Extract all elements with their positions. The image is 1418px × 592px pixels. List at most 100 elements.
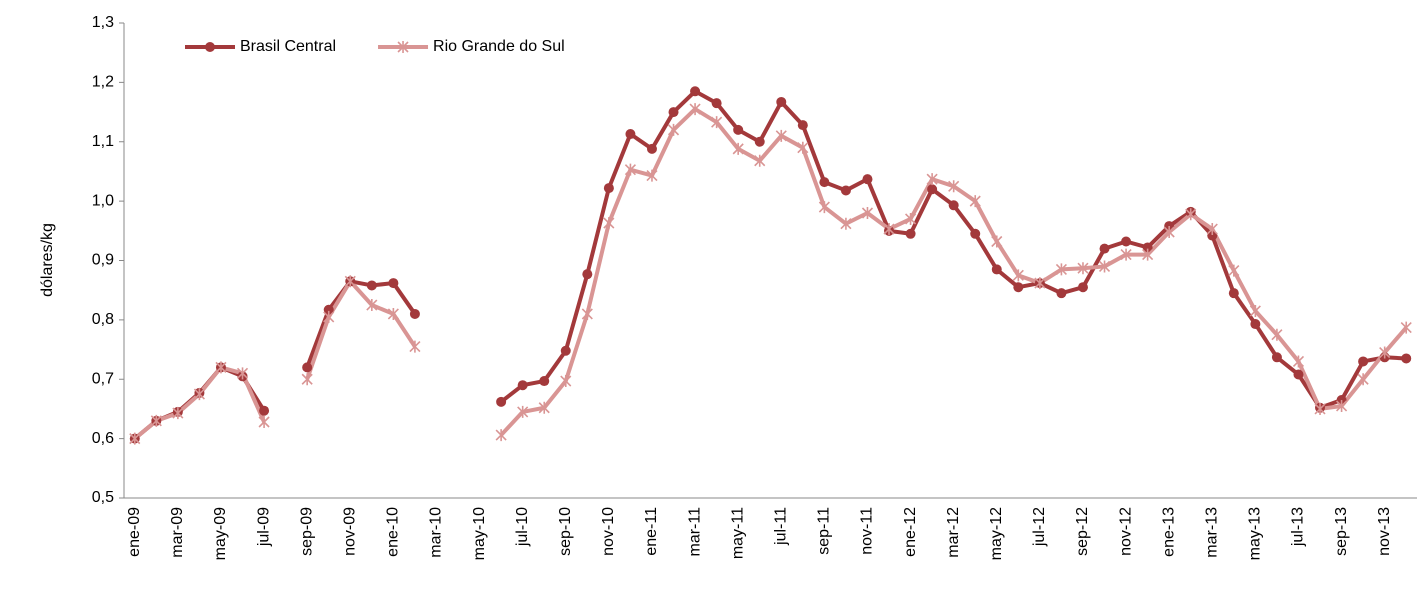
point — [711, 98, 722, 109]
point — [323, 304, 334, 315]
x-tick-label: may-10 — [471, 507, 488, 560]
y-tick-label: 1,0 — [92, 192, 114, 209]
y-tick-label: 1,3 — [92, 14, 114, 31]
y-tick-label: 0,8 — [92, 311, 114, 328]
point — [668, 107, 679, 118]
point — [690, 86, 701, 97]
point — [1098, 260, 1111, 273]
point — [215, 361, 227, 374]
point — [991, 235, 1003, 248]
point — [1401, 353, 1412, 364]
x-tick-label: sep-10 — [557, 507, 574, 556]
y-axis-label: dólares/kg — [39, 223, 56, 297]
point — [603, 183, 614, 194]
point — [1358, 356, 1369, 367]
point — [819, 177, 830, 188]
point — [1228, 288, 1239, 299]
point — [754, 136, 765, 147]
point — [344, 275, 356, 288]
point — [259, 405, 270, 416]
x-tick-label: may-11 — [729, 507, 746, 559]
point — [948, 200, 959, 211]
point — [1142, 242, 1153, 253]
x-tick-label: nov-13 — [1376, 507, 1393, 556]
point — [409, 340, 421, 353]
x-tick-label: nov-11 — [859, 507, 876, 555]
point — [1336, 399, 1348, 412]
point — [732, 142, 744, 155]
point — [1293, 369, 1304, 380]
y-tick-label: 1,2 — [92, 74, 114, 91]
x-tick-label: mar-09 — [169, 507, 186, 558]
x-tick-label: jul-09 — [255, 507, 272, 547]
point — [582, 269, 593, 280]
point — [1250, 319, 1261, 330]
point — [1163, 226, 1175, 238]
point — [927, 184, 938, 195]
point — [711, 116, 723, 129]
point — [776, 96, 787, 107]
point — [1034, 277, 1046, 290]
x-tick-label: nov-09 — [341, 507, 358, 556]
y-tick-label: 0,5 — [92, 489, 114, 506]
point — [948, 180, 960, 193]
point — [667, 123, 680, 136]
x-tick-label: sep-13 — [1333, 507, 1350, 556]
point — [1055, 263, 1067, 276]
point — [1400, 321, 1412, 334]
point — [236, 367, 249, 380]
point — [797, 141, 809, 154]
point — [1228, 264, 1240, 277]
point — [1379, 346, 1391, 359]
point — [861, 207, 874, 219]
legend-label: Rio Grande do Sul — [433, 38, 565, 55]
point — [150, 414, 162, 427]
point — [797, 120, 808, 131]
series-line — [133, 107, 1408, 441]
point — [1121, 236, 1132, 247]
point — [387, 307, 399, 320]
x-tick-label: sep-11 — [816, 507, 833, 555]
point — [1099, 243, 1110, 254]
point — [539, 376, 550, 387]
y-tick-label: 0,9 — [92, 252, 114, 269]
x-tick-label: ene-10 — [385, 507, 402, 557]
point — [1206, 223, 1218, 236]
point — [926, 173, 938, 186]
point — [1271, 328, 1283, 341]
point — [1292, 355, 1305, 368]
point — [366, 299, 378, 312]
point — [1120, 248, 1132, 261]
x-tick-label: mar-12 — [945, 507, 962, 558]
point — [1207, 230, 1218, 241]
x-tick-label: jul-13 — [1290, 507, 1307, 547]
point — [581, 307, 593, 320]
point — [193, 388, 205, 401]
point — [1185, 208, 1197, 221]
x-tick-label: ene-09 — [126, 507, 143, 557]
point — [905, 228, 916, 239]
y-tick-label: 1,1 — [92, 133, 114, 150]
x-tick-label: nov-10 — [600, 507, 617, 556]
point — [301, 373, 313, 386]
point — [840, 185, 851, 196]
point — [129, 432, 141, 445]
x-tick-label: may-12 — [988, 507, 1005, 560]
point — [625, 129, 636, 140]
series-line — [133, 89, 1407, 441]
legend-marker — [205, 42, 215, 52]
point — [733, 124, 744, 135]
x-tick-label: ene-11 — [643, 507, 660, 556]
point — [1271, 352, 1282, 363]
x-tick-label: jul-11 — [772, 507, 789, 546]
point — [883, 223, 895, 236]
point — [905, 212, 917, 225]
point — [409, 308, 420, 319]
point — [1249, 304, 1261, 317]
point — [560, 345, 571, 356]
x-tick-label: mar-13 — [1203, 507, 1220, 558]
y-tick-label: 0,6 — [92, 430, 114, 447]
point — [1142, 248, 1154, 261]
point — [862, 174, 873, 185]
x-tick-label: jul-10 — [514, 507, 531, 547]
